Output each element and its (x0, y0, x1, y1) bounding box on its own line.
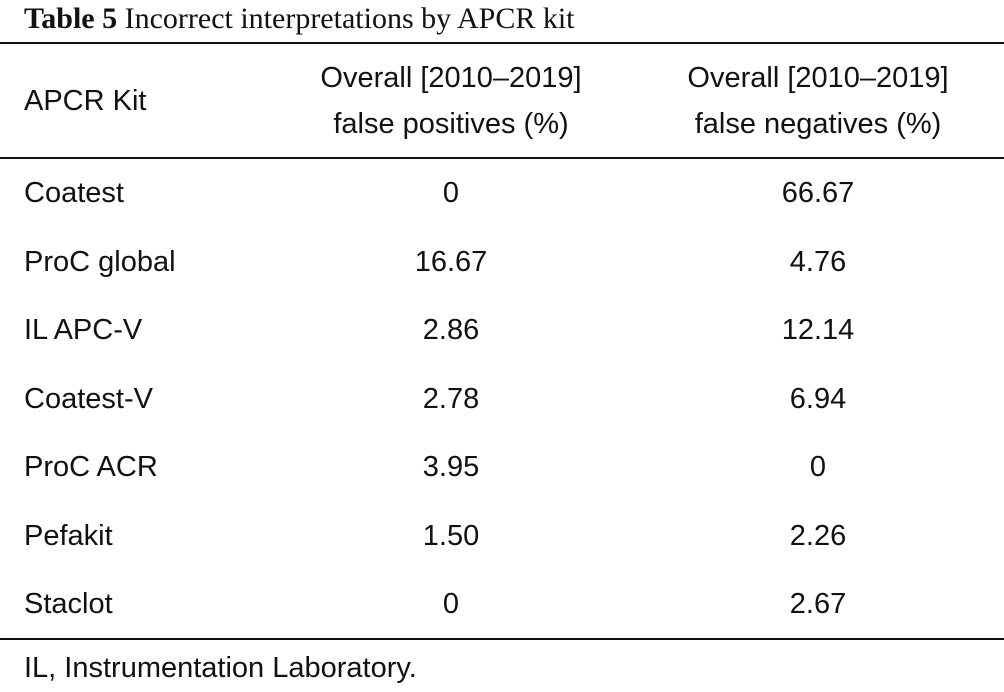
table-caption: Table 5 Incorrect interpretations by APC… (24, 0, 575, 38)
cell-kit: Pefakit (24, 519, 113, 552)
column-header-kit-label: APCR Kit (24, 84, 147, 117)
table-row: IL APC-V 2.86 12.14 (0, 296, 1004, 365)
table-row: ProC global 16.67 4.76 (0, 228, 1004, 297)
cell-false-negatives: 12.14 (781, 314, 855, 346)
column-header-kit: APCR Kit (24, 44, 284, 157)
cell-false-negatives: 2.26 (789, 519, 847, 552)
table-row: Coatest-V 2.78 6.94 (0, 365, 1004, 434)
cell-kit: Coatest (24, 177, 124, 209)
cell-kit: IL APC-V (24, 314, 143, 346)
cell-false-positives: 2.86 (422, 314, 480, 346)
table-bottom-rule (0, 638, 1004, 640)
cell-false-positives: 0 (442, 588, 460, 620)
cell-kit: Staclot (24, 588, 113, 620)
table-top-rule (0, 42, 1004, 44)
cell-false-negatives: 4.76 (789, 245, 847, 278)
cell-false-negatives: 2.67 (789, 588, 847, 620)
table-caption-title: Incorrect interpretations by APCR kit (124, 2, 575, 35)
column-header-false-negatives-line1: Overall [2010–2019] (687, 61, 949, 94)
column-header-false-positives: Overall [2010–2019] false positives (%) (270, 44, 632, 157)
cell-false-positives: 0 (442, 177, 460, 209)
column-header-false-negatives: Overall [2010–2019] false negatives (%) (638, 44, 998, 157)
cell-false-negatives: 66.67 (781, 177, 855, 209)
cell-kit: Coatest-V (24, 382, 153, 415)
cell-false-positives: 16.67 (414, 245, 488, 278)
table-row: Staclot 0 2.67 (0, 570, 1004, 639)
table-caption-label: Table 5 (24, 2, 118, 35)
cell-kit: ProC global (24, 245, 176, 278)
column-header-false-positives-line1: Overall [2010–2019] (320, 61, 582, 94)
table-row: ProC ACR 3.95 0 (0, 433, 1004, 502)
table-header-rule (0, 157, 1004, 159)
cell-false-positives: 1.50 (422, 519, 480, 552)
cell-false-negatives: 0 (809, 451, 827, 483)
column-header-false-negatives-line2: false negatives (%) (694, 107, 942, 140)
cell-false-positives: 2.78 (422, 382, 480, 415)
table-row: Pefakit 1.50 2.26 (0, 502, 1004, 571)
cell-false-positives: 3.95 (422, 451, 480, 483)
cell-false-negatives: 6.94 (789, 382, 847, 415)
table-body: Coatest 0 66.67 ProC global 16.67 4.76 I… (0, 159, 1004, 639)
table-row: Coatest 0 66.67 (0, 159, 1004, 228)
table-footnote: IL, Instrumentation Laboratory. (24, 652, 417, 684)
table-header: APCR Kit Overall [2010–2019] false posit… (0, 44, 1004, 157)
cell-kit: ProC ACR (24, 451, 158, 483)
column-header-false-positives-line2: false positives (%) (333, 107, 569, 140)
